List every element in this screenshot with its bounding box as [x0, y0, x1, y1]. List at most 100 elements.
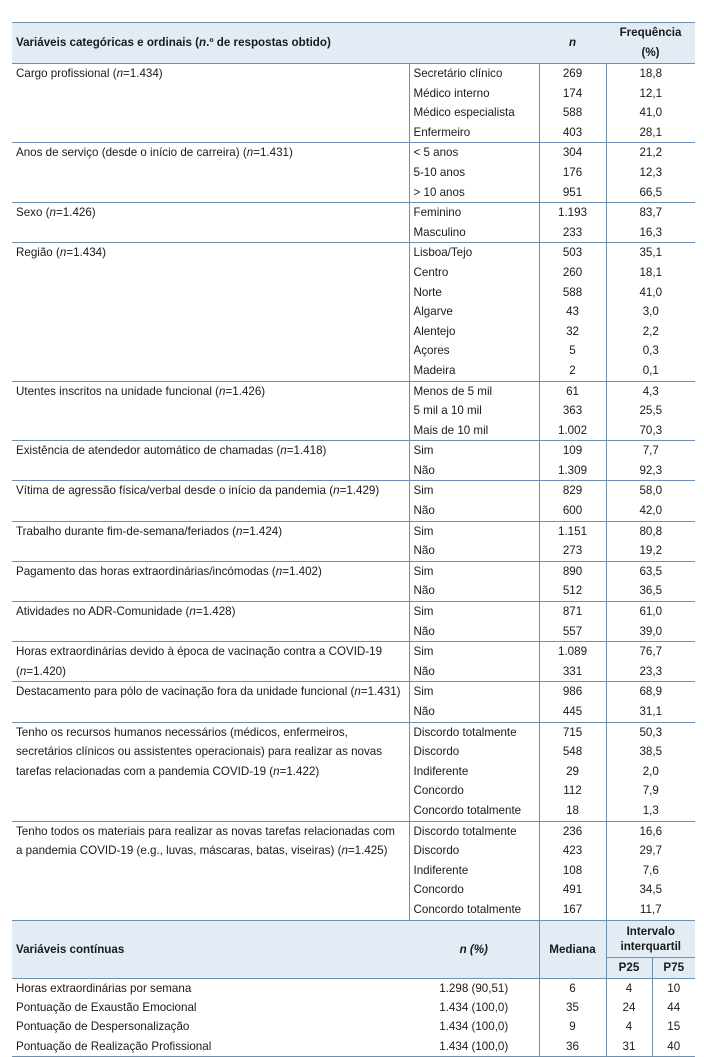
table-row: Região (n=1.434) Lisboa/Tejo 503 35,1 — [12, 242, 696, 381]
response-count: 167 — [538, 899, 607, 920]
response-frequency: 36,5 — [605, 581, 696, 602]
variable-n-count: (n=1.434) — [112, 67, 163, 80]
response-count: 5 — [538, 341, 607, 361]
categorical-header-frequency: Frequência (%) — [606, 22, 696, 64]
response-count: 363 — [538, 401, 607, 421]
variable-label-text: Destacamento para pólo de vacinação fora… — [16, 685, 348, 699]
table-row: > 10 anos 951 66,5 — [12, 182, 696, 203]
variable-label: Trabalho durante fim-de-semana/feriados … — [12, 520, 409, 562]
table-row: Concordo 112 7,9 — [12, 781, 696, 801]
variable-label: Atividades no ADR-Comunidade (n=1.428) — [12, 601, 409, 642]
response-count: 112 — [538, 781, 607, 801]
response-option: Sim — [408, 520, 540, 542]
variable-label-text: Trabalho durante fim-de-semana/feriados — [16, 524, 229, 538]
data-table-container: Variáveis categóricas e ordinais (n.º de… — [12, 22, 696, 1057]
response-frequency: 92,3 — [605, 460, 696, 481]
response-frequency: 18,1 — [605, 262, 696, 283]
response-frequency: 7,7 — [605, 440, 696, 461]
table-row: Norte 588 41,0 — [12, 282, 696, 303]
response-option: Sim — [408, 440, 540, 461]
response-count: 491 — [538, 880, 607, 900]
continuous-header-n-pct-text: n (%) — [459, 942, 488, 956]
response-option: Sim — [408, 480, 540, 502]
response-option: Indiferente — [408, 761, 540, 782]
continuous-median: 35 — [538, 997, 606, 1018]
response-count: 600 — [538, 501, 607, 522]
response-option: Centro — [408, 262, 540, 283]
continuous-variable-label: Horas extraordinárias por semana — [12, 977, 409, 998]
response-frequency: 0,3 — [605, 341, 696, 361]
response-count: 871 — [538, 601, 607, 622]
response-count: 304 — [538, 142, 607, 163]
response-option: Indiferente — [408, 860, 540, 881]
response-count: 512 — [538, 581, 607, 602]
variable-n-count: (n=1.429) — [329, 484, 380, 498]
variable-label: Tenho os recursos humanos necessários (m… — [12, 721, 409, 822]
response-option: Discordo totalmente — [408, 721, 540, 743]
table-row: Não 445 31,1 — [12, 702, 696, 723]
variable-label-text: Região — [16, 246, 53, 260]
response-count: 18 — [538, 800, 607, 822]
response-option: Sim — [408, 560, 540, 582]
continuous-p75: 10 — [651, 977, 695, 998]
table-row: Indiferente 108 7,6 — [12, 860, 696, 881]
table-row: Masculino 233 16,3 — [12, 222, 696, 243]
response-count: 260 — [538, 262, 607, 283]
response-option: Sim — [408, 641, 540, 662]
response-option: Norte — [408, 282, 540, 303]
response-option: Discordo totalmente — [408, 820, 540, 842]
response-frequency: 63,5 — [605, 560, 696, 582]
continuous-header-median: Mediana — [538, 919, 606, 979]
table-row: Tenho todos os materiais para realizar a… — [12, 820, 696, 920]
table-row: Madeira 2 0,1 — [12, 360, 696, 381]
response-frequency: 34,5 — [605, 880, 696, 900]
continuous-header-n-pct: n (%) — [409, 919, 539, 979]
table-row: Horas extraordinárias devido à época de … — [12, 641, 696, 682]
response-frequency: 31,1 — [605, 702, 696, 723]
response-frequency: 70,3 — [605, 420, 696, 441]
response-option: Não — [408, 460, 540, 481]
response-count: 951 — [538, 182, 607, 203]
variable-label: Horas extraordinárias devido à época de … — [12, 641, 409, 682]
response-count: 986 — [538, 681, 607, 702]
continuous-header-p25: P25 — [605, 957, 652, 979]
variable-n-count: (n=1.418) — [276, 444, 327, 458]
response-option: Discordo — [408, 742, 540, 762]
response-frequency: 7,9 — [605, 781, 696, 801]
response-frequency: 61,0 — [605, 601, 696, 622]
response-frequency: 25,5 — [605, 401, 696, 421]
response-count: 108 — [538, 860, 607, 881]
variable-n-count: (n=1.428) — [185, 605, 236, 619]
response-option: Alentejo — [408, 321, 540, 342]
response-option: Não — [408, 501, 540, 522]
response-option: 5-10 anos — [408, 162, 540, 183]
table-row: Algarve 43 3,0 — [12, 302, 696, 322]
response-frequency: 38,5 — [605, 742, 696, 762]
response-option: Menos de 5 mil — [408, 380, 540, 402]
response-option: Masculino — [408, 222, 540, 243]
response-count: 1.089 — [538, 641, 607, 662]
continuous-header-label: Variáveis contínuas — [12, 919, 409, 979]
table-row: Utentes inscritos na unidade funcional (… — [12, 380, 696, 441]
table-row: Pontuação de Despersonalização 1.434 (100… — [12, 1017, 695, 1037]
continuous-p75: 15 — [651, 1017, 695, 1037]
response-option: Sim — [408, 681, 540, 702]
response-option: Enfermeiro — [408, 122, 540, 143]
variable-label: Tenho todos os materiais para realizar a… — [12, 820, 409, 920]
response-count: 176 — [538, 162, 607, 183]
table-row: Concordo totalmente 18 1,3 — [12, 800, 696, 822]
response-frequency: 35,1 — [605, 242, 696, 263]
table-row: Horas extraordinárias por semana 1.298 (9… — [12, 977, 695, 998]
response-frequency: 7,6 — [605, 860, 696, 881]
response-count: 557 — [538, 621, 607, 642]
response-frequency: 2,2 — [605, 321, 696, 342]
response-option: Madeira — [408, 360, 540, 381]
variable-label-text: Vítima de agressão física/verbal desde o… — [16, 484, 326, 498]
table-row: Não 1.309 92,3 — [12, 460, 696, 481]
table-row: Açores 5 0,3 — [12, 341, 696, 361]
response-frequency: 12,3 — [605, 162, 696, 183]
continuous-header-iqr: Intervalo interquartil — [605, 919, 695, 958]
response-frequency: 16,6 — [605, 820, 696, 842]
response-option: < 5 anos — [408, 142, 540, 163]
continuous-n-pct: 1.434 (100,0) — [439, 1020, 509, 1034]
